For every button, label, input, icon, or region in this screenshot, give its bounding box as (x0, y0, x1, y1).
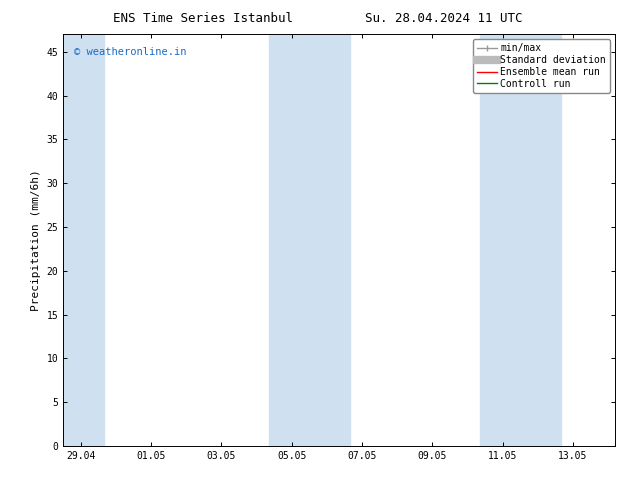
Bar (63, 34, 104, 446)
Text: © weatheronline.in: © weatheronline.in (74, 47, 187, 57)
Bar (269, 34, 350, 446)
Text: Su. 28.04.2024 11 UTC: Su. 28.04.2024 11 UTC (365, 12, 522, 25)
Text: ENS Time Series Istanbul: ENS Time Series Istanbul (113, 12, 293, 25)
Legend: min/max, Standard deviation, Ensemble mean run, Controll run: min/max, Standard deviation, Ensemble me… (473, 39, 610, 93)
Y-axis label: Precipitation (mm/6h): Precipitation (mm/6h) (31, 169, 41, 311)
Bar (480, 34, 560, 446)
